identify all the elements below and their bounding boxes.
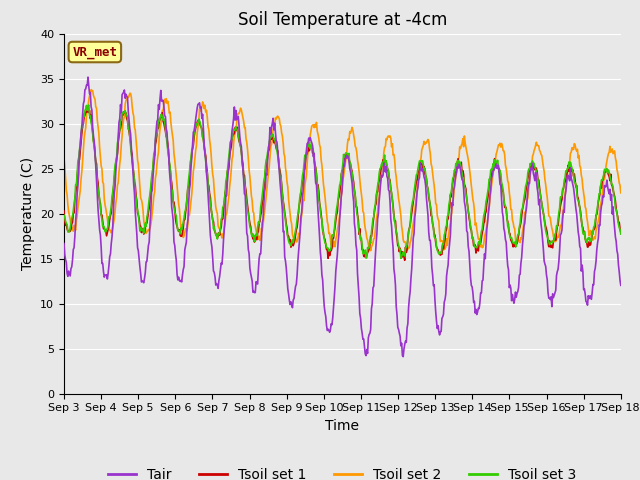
- Tsoil set 2: [128, 103, 136, 109]
- Title: Soil Temperature at -4cm: Soil Temperature at -4cm: [237, 11, 447, 29]
- Tsoil set 2: [412, 201, 419, 207]
- Tair: [412, 208, 419, 214]
- Tsoil set 1: [617, 229, 625, 235]
- Tair: [214, 286, 222, 291]
- Tair: [617, 282, 625, 288]
- Tsoil set 1: [214, 233, 222, 239]
- Tsoil set 1: [412, 184, 419, 190]
- Line: Tsoil set 2: Tsoil set 2: [64, 90, 621, 251]
- Tsoil set 1: [128, 152, 136, 157]
- Tsoil set 3: [60, 212, 68, 218]
- Line: Tsoil set 1: Tsoil set 1: [64, 110, 621, 260]
- Tsoil set 3: [617, 231, 625, 237]
- Line: Tsoil set 3: Tsoil set 3: [64, 105, 621, 258]
- Tsoil set 3: [428, 214, 436, 219]
- Tsoil set 2: [185, 214, 193, 219]
- Text: VR_met: VR_met: [72, 46, 117, 59]
- Tair: [128, 159, 136, 165]
- Tsoil set 1: [401, 257, 408, 263]
- Tsoil set 1: [70, 210, 78, 216]
- Legend: Tair, Tsoil set 1, Tsoil set 2, Tsoil set 3: Tair, Tsoil set 1, Tsoil set 2, Tsoil se…: [102, 462, 582, 480]
- Tair: [60, 240, 68, 246]
- Y-axis label: Temperature (C): Temperature (C): [20, 157, 35, 270]
- Tsoil set 3: [128, 156, 136, 162]
- Tsoil set 2: [428, 164, 436, 169]
- Tsoil set 2: [87, 87, 95, 93]
- Tair: [84, 74, 92, 80]
- Tsoil set 2: [403, 248, 410, 254]
- Line: Tair: Tair: [64, 77, 621, 357]
- Tsoil set 3: [85, 102, 93, 108]
- Tsoil set 3: [412, 177, 419, 182]
- Tsoil set 2: [60, 155, 68, 161]
- Tair: [70, 245, 78, 251]
- Tsoil set 2: [214, 223, 222, 229]
- Tair: [399, 354, 407, 360]
- Tsoil set 2: [617, 190, 625, 196]
- Tair: [185, 199, 193, 205]
- Tsoil set 1: [185, 184, 193, 190]
- Tsoil set 3: [185, 176, 193, 181]
- Tsoil set 3: [214, 230, 222, 236]
- Tsoil set 2: [70, 222, 78, 228]
- Tair: [428, 264, 436, 270]
- Tsoil set 3: [397, 255, 404, 261]
- Tsoil set 1: [86, 108, 93, 113]
- Tsoil set 1: [60, 208, 68, 214]
- Tsoil set 1: [428, 214, 436, 220]
- Tsoil set 3: [70, 201, 78, 206]
- X-axis label: Time: Time: [325, 419, 360, 433]
